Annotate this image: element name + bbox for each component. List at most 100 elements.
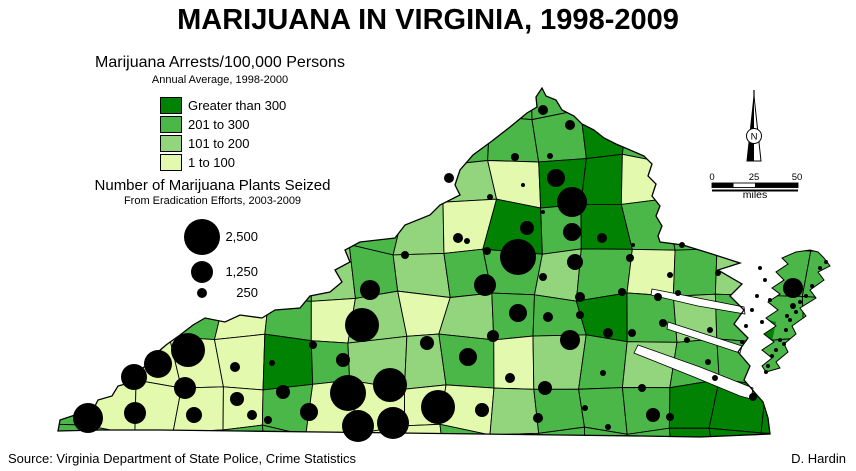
county-cell — [796, 381, 830, 436]
county-cell — [125, 244, 183, 299]
seizure-circle — [618, 288, 626, 296]
county-cell — [533, 388, 586, 434]
seizure-circle — [547, 169, 565, 187]
shore-speckle — [750, 308, 754, 312]
county-cell — [392, 88, 448, 112]
seizure-circle — [631, 243, 635, 247]
seizure-circle — [336, 353, 350, 367]
north-arrow-label: N — [751, 132, 758, 143]
county-cell — [800, 198, 830, 252]
county-cell — [305, 109, 354, 168]
seizure-circle — [560, 330, 580, 350]
seizure-circle — [124, 402, 146, 424]
seizure-circle — [541, 210, 545, 214]
seizure-circle — [186, 407, 202, 423]
county-cell — [672, 248, 718, 297]
eastern-shore-outline — [761, 249, 831, 373]
county-cell — [757, 88, 808, 121]
shore-speckle — [794, 310, 798, 314]
seizure-circle — [342, 410, 374, 442]
shore-speckle — [810, 284, 814, 288]
shore-speckle — [788, 318, 792, 322]
county-cell — [493, 335, 535, 390]
source-text: Source: Virginia Department of State Pol… — [8, 451, 357, 466]
seizure-circles — [73, 105, 803, 442]
symbol-circle — [191, 261, 213, 283]
county-cell — [806, 88, 830, 118]
seizure-circle — [667, 272, 673, 278]
county-cell — [213, 333, 266, 391]
seizure-circle — [264, 416, 272, 424]
county-cell — [533, 426, 586, 437]
seizure-circle — [330, 375, 366, 411]
county-cell — [78, 198, 131, 255]
county-cell — [58, 243, 80, 299]
seizure-circle — [684, 337, 690, 343]
seizure-circle — [459, 348, 477, 366]
county-cell — [621, 387, 671, 435]
north-arrow: N — [746, 90, 762, 162]
seizure-circle — [543, 312, 553, 322]
shore-speckle — [763, 278, 767, 282]
county-cell — [265, 109, 316, 168]
county-cell — [665, 162, 717, 204]
seizure-circle — [420, 336, 434, 350]
seizure-circle — [309, 341, 317, 349]
county-cell — [125, 208, 183, 255]
seizure-circle — [444, 173, 454, 183]
seizure-circle — [421, 390, 455, 424]
county-cell — [352, 88, 403, 117]
seizure-circle — [567, 254, 583, 270]
seizure-circle — [401, 251, 409, 259]
seizure-circle — [538, 381, 552, 395]
seizure-circle — [605, 424, 611, 430]
county-cell — [77, 297, 138, 346]
legend-swatch — [160, 97, 182, 114]
seizure-circle — [483, 247, 491, 255]
seizure-circle — [565, 120, 575, 130]
credit-text: D. Hardin — [791, 451, 846, 466]
county-cell — [58, 341, 88, 391]
seizure-circle — [576, 311, 584, 319]
county-cell — [58, 198, 82, 255]
county-cell — [671, 88, 721, 119]
county-cell — [402, 423, 447, 437]
river — [650, 288, 746, 315]
shore-speckle — [804, 294, 808, 298]
county-cell — [584, 426, 628, 437]
county-cell — [437, 88, 491, 117]
county-cell — [580, 153, 623, 205]
seizure-circle — [749, 393, 757, 401]
county-cell — [799, 112, 830, 164]
county-cell — [58, 295, 88, 346]
state-outline — [57, 86, 831, 438]
county-cell — [579, 88, 628, 117]
seizure-circle — [679, 242, 685, 248]
seizure-circle — [509, 304, 527, 322]
shore-speckle — [768, 298, 772, 302]
shore-speckle — [758, 266, 762, 270]
legend-class-label: Greater than 300 — [188, 98, 287, 113]
seizure-circle — [73, 403, 103, 433]
legend-swatch — [160, 154, 182, 171]
seizures-legend-subtitle: From Eradication Efforts, 2003-2009 — [123, 195, 302, 207]
seizures-legend-title: Number of Marijuana Plants Seized — [94, 177, 331, 194]
scale-bar: 0 25 50 miles — [709, 172, 802, 201]
legend-class-label: 201 to 300 — [188, 117, 250, 132]
seizure-circle — [547, 153, 553, 159]
seizure-circle — [373, 368, 407, 402]
seizure-circle — [174, 377, 196, 399]
county-cell — [626, 248, 676, 297]
seizure-circle — [626, 254, 634, 262]
county-cell — [486, 432, 540, 437]
county-cell — [623, 427, 675, 437]
symbol-circle — [184, 219, 220, 255]
county-cell — [264, 298, 312, 342]
county-cell — [392, 201, 445, 256]
seizure-circle — [247, 410, 257, 420]
county-cell — [77, 244, 138, 299]
river — [666, 321, 743, 354]
scale-bar-label-25: 25 — [749, 172, 760, 183]
seizure-circle — [533, 413, 543, 423]
